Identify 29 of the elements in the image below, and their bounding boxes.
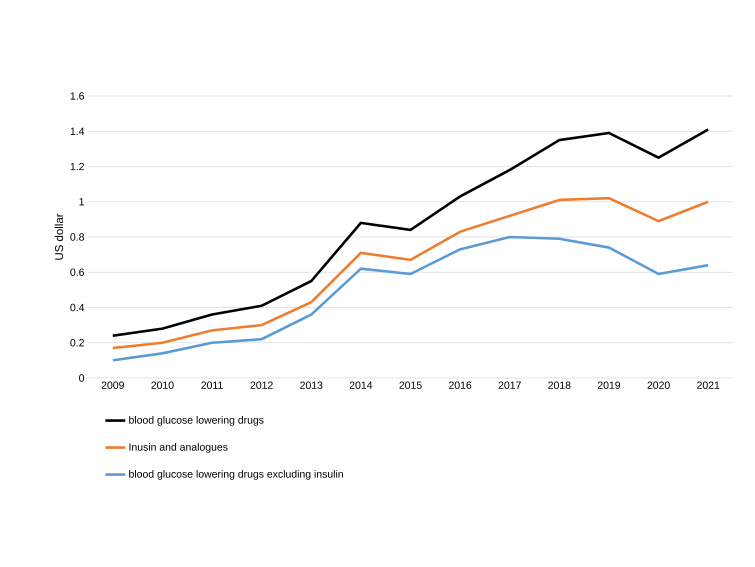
y-tick-label: 0.4 [70,304,84,312]
legend-label: blood glucose lowering drugs [129,416,264,426]
y-tick-label: 1 [79,198,84,206]
x-tick-label: 2020 [647,382,670,389]
line-series [112,196,710,350]
x-tick-label: 2018 [548,382,571,389]
x-tick-label: 2019 [598,382,620,389]
x-tick-label: 2010 [151,382,174,389]
y-tick-label: 0 [79,374,84,382]
x-tick-label: 2011 [201,382,223,389]
x-tick-label: 2014 [350,382,372,389]
legend-label: Inusin and analogues [129,443,228,453]
y-tick-label: 1.4 [70,128,84,135]
y-tick-label: 0.2 [70,339,84,346]
x-tick-label: 2013 [300,382,322,389]
x-tick-label: 2021 [697,382,720,389]
x-tick-label: 2012 [250,382,273,389]
x-tick-label: 2009 [102,382,124,389]
y-tick-label: 1.6 [70,92,84,100]
y-tick-label: 0.8 [70,233,84,241]
y-tick-label: 0.6 [70,268,84,276]
y-tick-label: 1.2 [70,162,84,170]
legend-label: blood glucose lowering drugs excluding insulin [129,470,343,480]
x-tick-label: 2016 [449,382,472,389]
line-series [112,128,710,337]
x-tick-label: 2017 [498,382,521,389]
line-series [112,236,710,362]
y-axis-title: US dollar [54,214,64,260]
x-tick-label: 2015 [399,382,422,389]
